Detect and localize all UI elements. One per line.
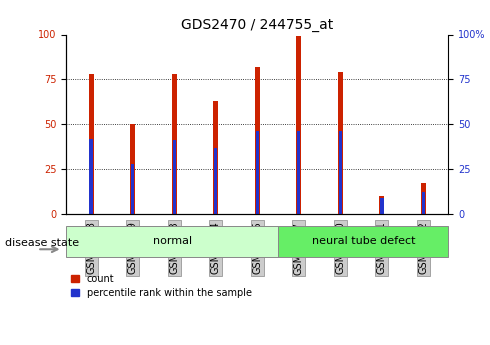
Bar	[172, 74, 177, 214]
Text: normal: normal	[153, 237, 192, 246]
Bar	[422, 193, 425, 214]
Text: neural tube defect: neural tube defect	[312, 237, 415, 246]
Bar	[379, 196, 384, 214]
Bar	[339, 131, 342, 214]
Bar	[89, 74, 94, 214]
Bar	[256, 131, 259, 214]
Title: GDS2470 / 244755_at: GDS2470 / 244755_at	[181, 18, 333, 32]
FancyBboxPatch shape	[66, 226, 278, 257]
Bar	[338, 72, 343, 214]
Bar	[172, 140, 176, 214]
Bar	[297, 131, 300, 214]
Bar	[130, 124, 135, 214]
Legend: count, percentile rank within the sample: count, percentile rank within the sample	[71, 274, 251, 298]
Bar	[213, 101, 218, 214]
Bar	[89, 139, 93, 214]
Bar	[214, 148, 218, 214]
Bar	[421, 184, 426, 214]
Bar	[131, 164, 134, 214]
FancyBboxPatch shape	[278, 226, 448, 257]
Bar	[380, 198, 384, 214]
Bar	[296, 36, 301, 214]
Bar	[255, 67, 260, 214]
Text: disease state: disease state	[5, 238, 79, 248]
